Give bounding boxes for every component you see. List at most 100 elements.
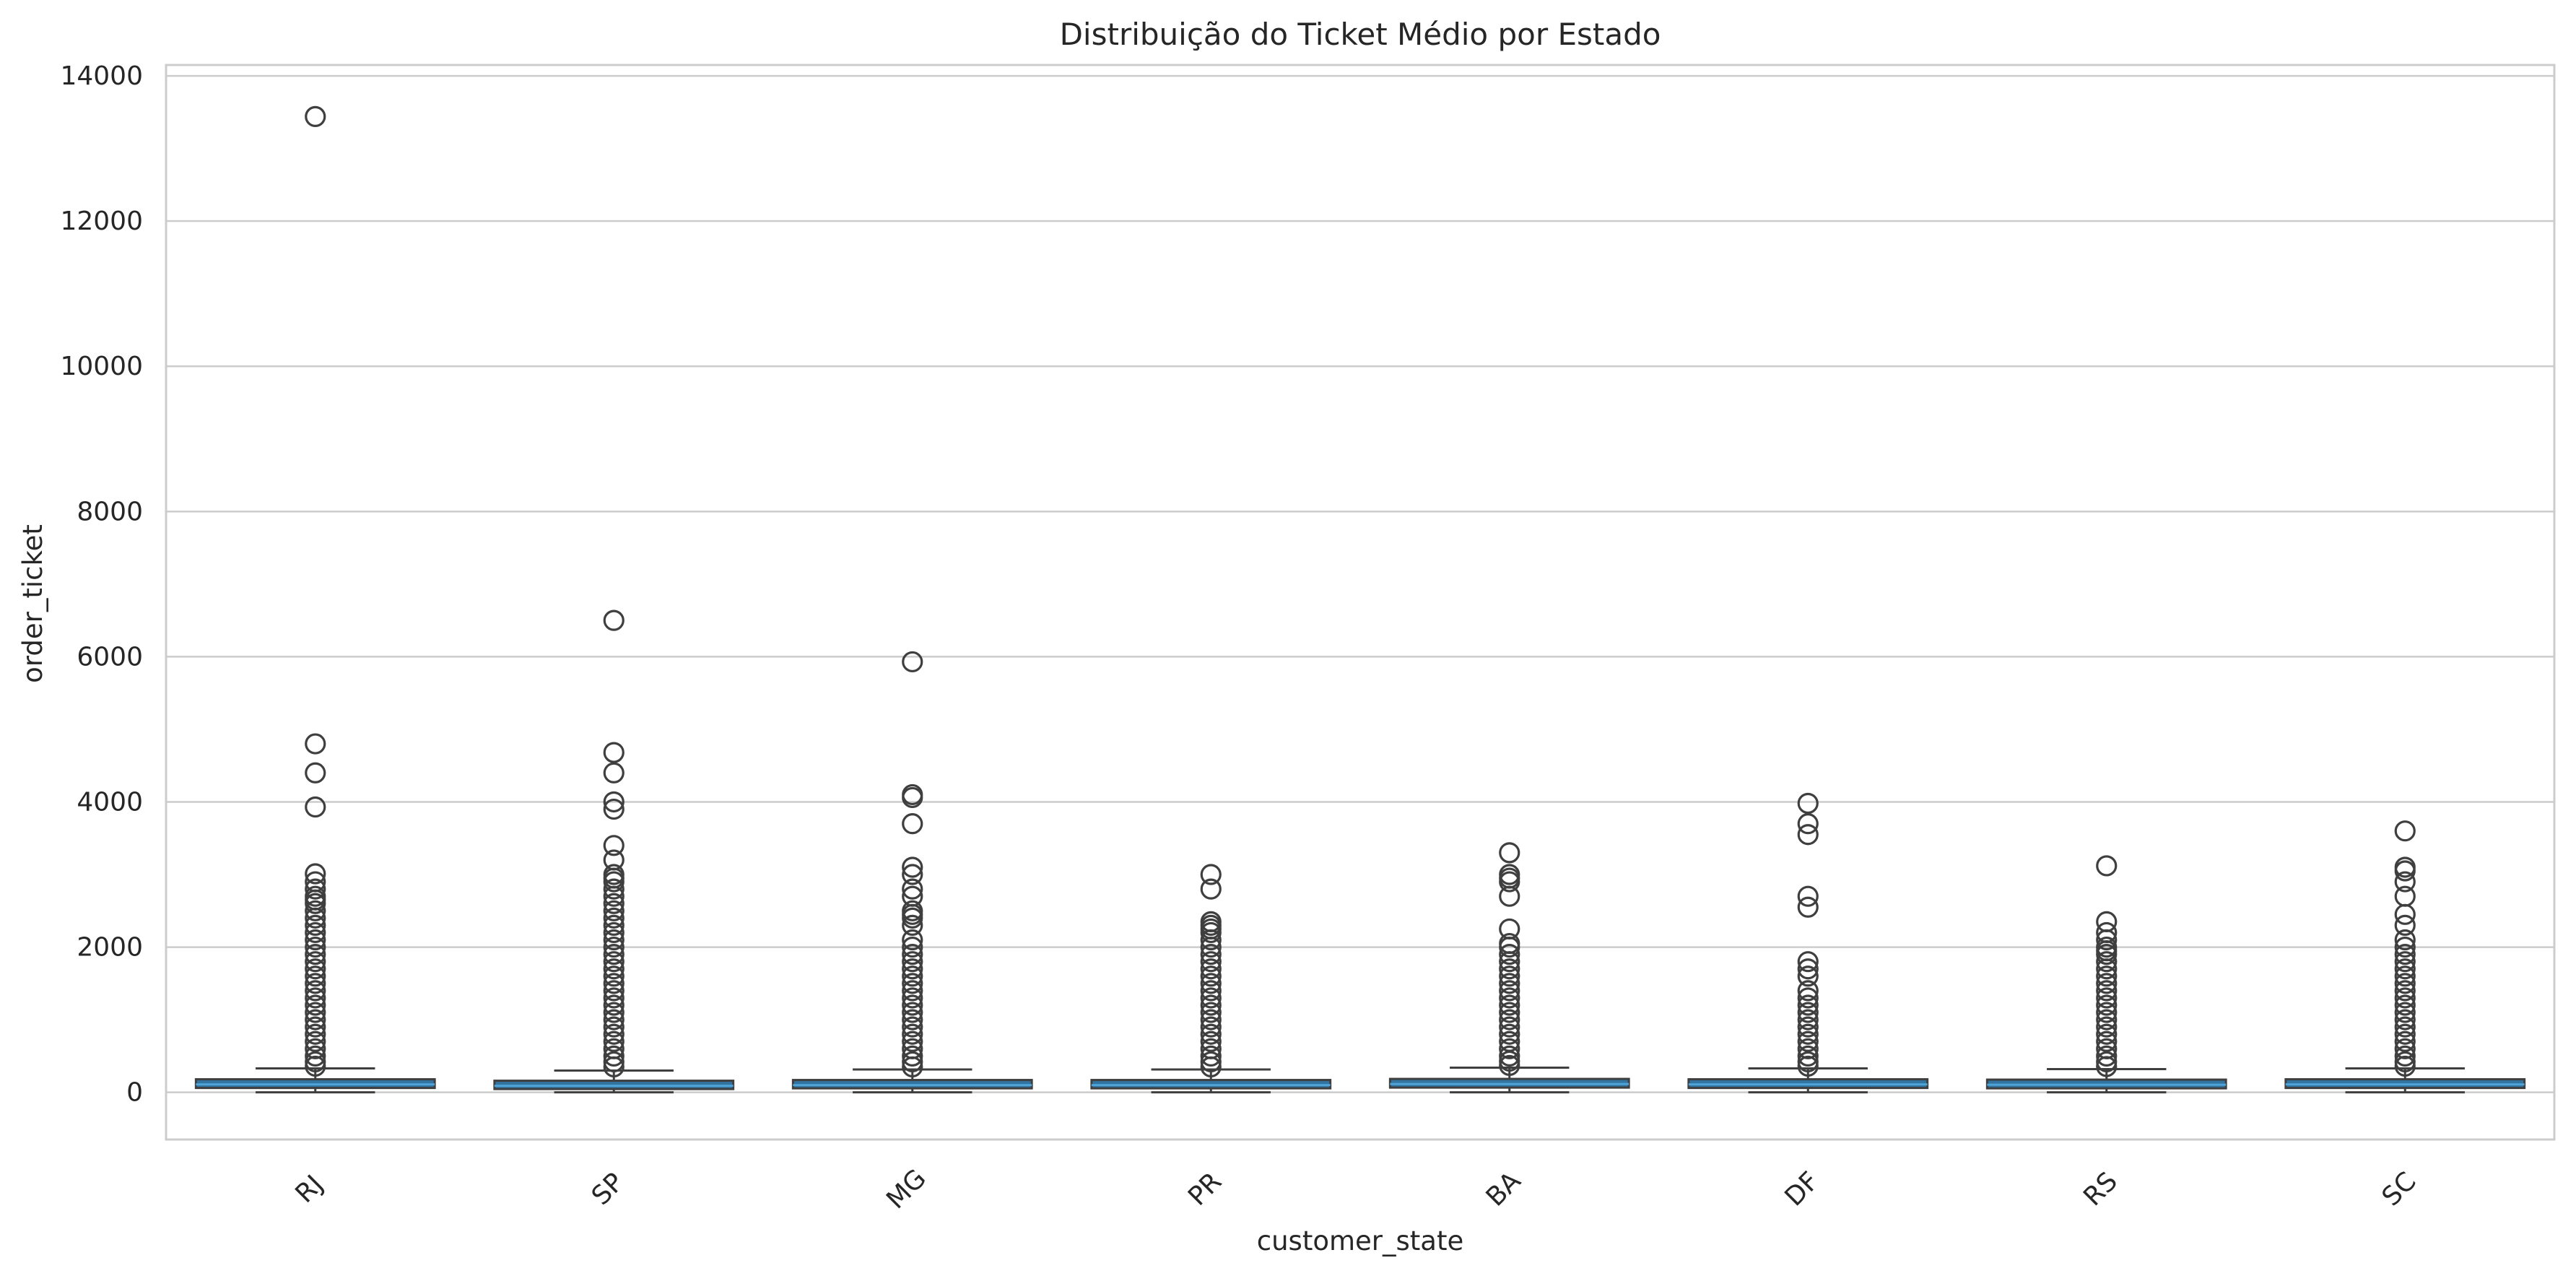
outlier-point (1200, 1045, 1222, 1067)
outlier-point (2394, 1045, 2416, 1067)
y-axis: 0 2000 4000 6000 8000 10000 12000 14000 (60, 61, 143, 1108)
outlier-point (603, 791, 625, 813)
outlier-point (305, 929, 326, 951)
outlier-point (2394, 973, 2416, 994)
outlier-point (305, 958, 326, 980)
y-tick-label: 14000 (60, 61, 143, 91)
outlier-point (1200, 987, 1222, 1009)
y-tick-label: 6000 (77, 642, 143, 672)
outlier-point (2096, 958, 2118, 980)
outlier-point (305, 907, 326, 929)
outlier-point (2394, 871, 2416, 893)
outlier-point (902, 856, 923, 878)
outlier-point (902, 980, 923, 1002)
outlier-point (1499, 973, 1520, 994)
outlier-point (1499, 994, 1520, 1016)
outlier-point (2394, 980, 2416, 1002)
outlier-point (1499, 936, 1520, 958)
outlier-point (2394, 951, 2416, 973)
box-group (194, 105, 436, 1094)
outlier-point (603, 1023, 625, 1045)
outlier-point (603, 798, 625, 820)
outlier-point (603, 762, 625, 784)
outlier-point (1797, 980, 1819, 1002)
outlier-point (305, 921, 326, 944)
outlier-point (1200, 1023, 1222, 1045)
outlier-point (1499, 1054, 1520, 1077)
outlier-point (603, 1016, 625, 1038)
outlier-point (1499, 944, 1520, 965)
outlier-point (603, 987, 625, 1009)
outlier-point (305, 863, 326, 885)
outlier-point (2394, 1009, 2416, 1030)
outlier-point (305, 1030, 326, 1052)
outlier-point (305, 994, 326, 1016)
outlier-point (603, 1009, 625, 1030)
outlier-point (1200, 994, 1222, 1016)
outlier-point (2096, 994, 2118, 1016)
outlier-point (1499, 1009, 1520, 1030)
outlier-point (1499, 987, 1520, 1009)
outlier-point (1797, 1023, 1819, 1045)
outlier-point (902, 1045, 923, 1067)
outlier-point (305, 893, 326, 914)
outlier-point (2394, 1030, 2416, 1052)
outlier-point (902, 929, 923, 951)
outlier-point (1499, 958, 1520, 980)
outlier-point (902, 878, 923, 900)
outlier-point (305, 973, 326, 994)
outlier-point (1499, 980, 1520, 1002)
outlier-point (902, 914, 923, 937)
outlier-point (2394, 936, 2416, 958)
outlier-point (1499, 951, 1520, 973)
outlier-point (305, 980, 326, 1002)
outlier-point (603, 944, 625, 965)
outlier-point (305, 914, 326, 937)
outlier-point (2096, 1023, 2118, 1045)
outlier-point (902, 958, 923, 980)
outlier-point (902, 1030, 923, 1052)
outlier-point (2096, 944, 2118, 965)
outlier-point (1200, 1002, 1222, 1023)
outlier-point (1499, 1002, 1520, 1023)
outlier-point (603, 1045, 625, 1067)
outlier-point (902, 1056, 923, 1078)
outlier-point (1797, 965, 1819, 987)
box-group (2284, 820, 2526, 1094)
outlier-point (1797, 896, 1819, 918)
outlier-point (1797, 824, 1819, 846)
outlier-point (603, 914, 625, 937)
outlier-point (2394, 994, 2416, 1016)
outlier-point (902, 965, 923, 987)
outlier-point (2096, 929, 2118, 951)
box-group (1687, 792, 1929, 1094)
outlier-point (603, 907, 625, 929)
boxes-layer (194, 105, 2526, 1094)
outlier-point (902, 864, 923, 885)
y-tick-label: 12000 (60, 207, 143, 236)
outlier-point (1200, 958, 1222, 980)
outlier-point (603, 609, 625, 631)
outlier-point (305, 965, 326, 987)
outlier-point (603, 1056, 625, 1078)
outlier-point (902, 987, 923, 1009)
outlier-point (305, 1016, 326, 1038)
outlier-point (305, 1038, 326, 1059)
chart-title: Distribuição do Ticket Médio por Estado (1060, 17, 1661, 52)
outlier-point (902, 1051, 923, 1073)
outlier-point (603, 936, 625, 958)
outlier-point (1200, 921, 1222, 944)
outlier-point (305, 944, 326, 965)
outlier-point (1499, 965, 1520, 987)
outlier-point (2096, 1030, 2118, 1052)
outlier-point (902, 973, 923, 994)
outlier-point (2096, 1002, 2118, 1023)
outlier-point (2096, 980, 2118, 1002)
outlier-point (603, 885, 625, 907)
outlier-point (603, 893, 625, 914)
outlier-point (1797, 813, 1819, 835)
outlier-point (603, 958, 625, 980)
outlier-point (1200, 878, 1222, 900)
outlier-point (2096, 965, 2118, 987)
